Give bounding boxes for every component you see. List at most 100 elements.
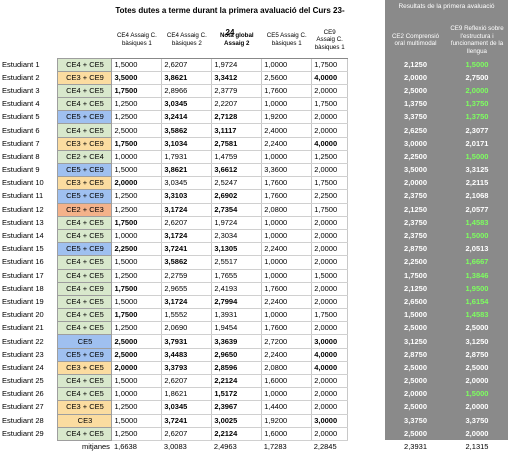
- student-name[interactable]: Estudiant 11: [2, 191, 44, 201]
- result-ce2-cell[interactable]: 1,7500: [384, 269, 447, 283]
- grade-cell[interactable]: 1,2500: [111, 203, 163, 217]
- grade-cell[interactable]: 1,0000: [261, 58, 313, 72]
- result-ce2-cell[interactable]: 2,6250: [384, 123, 447, 138]
- grade-cell[interactable]: 1,0000: [261, 269, 313, 283]
- result-ce2-cell[interactable]: 2,1250: [384, 282, 447, 296]
- group-badge[interactable]: CE5 + CE9: [57, 347, 113, 362]
- result-ce2-cell[interactable]: 2,5000: [384, 374, 447, 388]
- grade-cell[interactable]: 2,2500: [111, 242, 163, 257]
- grade-cell[interactable]: 2,2400: [261, 348, 313, 362]
- grade-cell[interactable]: 2,0000: [311, 123, 349, 138]
- result-ce2-cell[interactable]: 2,2500: [384, 255, 447, 269]
- student-name[interactable]: Estudiant 6: [2, 125, 40, 135]
- grade-cell[interactable]: 2,5247: [211, 176, 263, 191]
- grade-cell[interactable]: 1,2500: [111, 400, 163, 415]
- group-badge[interactable]: CE5 + CE9: [57, 242, 113, 257]
- grade-cell[interactable]: 2,8596: [211, 361, 263, 376]
- grade-cell[interactable]: 1,3931: [211, 308, 263, 323]
- average-cell[interactable]: 2,2845: [311, 440, 348, 454]
- grade-cell[interactable]: 2,0000: [311, 387, 349, 402]
- group-badge[interactable]: CE5 + CE9: [57, 110, 113, 125]
- student-name[interactable]: Estudiant 19: [2, 296, 44, 306]
- grade-cell[interactable]: 2,3034: [211, 229, 263, 244]
- student-name[interactable]: Estudiant 1: [2, 59, 40, 69]
- group-badge[interactable]: CE4 + CE5: [57, 228, 113, 244]
- result-ce9-cell[interactable]: 3,3125: [446, 163, 508, 177]
- result-ce9-cell[interactable]: 2,5000: [446, 361, 508, 375]
- grade-cell[interactable]: 1,2500: [111, 321, 163, 336]
- group-badge[interactable]: CE4 + CE5: [57, 97, 113, 112]
- grade-cell[interactable]: 1,7600: [261, 84, 313, 99]
- average-cell[interactable]: 1,7283: [261, 440, 312, 454]
- grade-cell[interactable]: 1,5000: [311, 269, 349, 283]
- grade-cell[interactable]: 1,0000: [261, 387, 313, 402]
- average-cell[interactable]: 1,6638: [111, 440, 162, 454]
- result-ce2-cell[interactable]: 2,5000: [384, 400, 447, 415]
- student-name[interactable]: Estudiant 3: [2, 85, 40, 95]
- grade-cell[interactable]: 2,6207: [161, 58, 213, 72]
- result-ce9-cell[interactable]: 2,2115: [446, 176, 508, 190]
- result-ce9-cell[interactable]: 1,6667: [446, 255, 508, 269]
- average-cell[interactable]: 2,4963: [211, 440, 262, 454]
- group-badge[interactable]: CE5 + CE9: [57, 162, 113, 178]
- average-r2[interactable]: 2,1315: [446, 440, 508, 454]
- grade-cell[interactable]: 2,9655: [161, 282, 213, 296]
- grade-cell[interactable]: 2,0000: [311, 216, 349, 230]
- grade-cell[interactable]: 3,3600: [261, 163, 313, 178]
- result-ce2-cell[interactable]: 2,3750: [384, 189, 447, 204]
- average-cell[interactable]: 3,0083: [161, 440, 212, 454]
- student-name[interactable]: Estudiant 5: [2, 112, 40, 122]
- grade-cell[interactable]: 1,7500: [111, 216, 163, 230]
- grade-cell[interactable]: 1,5172: [211, 387, 263, 402]
- grade-cell[interactable]: 2,5517: [211, 255, 263, 270]
- grade-cell[interactable]: 1,7600: [261, 282, 313, 296]
- grade-cell[interactable]: 1,0000: [261, 216, 313, 230]
- group-badge[interactable]: CE3 + CE5: [57, 176, 113, 191]
- grade-cell[interactable]: 2,7200: [261, 334, 313, 349]
- student-name[interactable]: Estudiant 20: [2, 310, 44, 320]
- grade-cell[interactable]: 1,2500: [111, 97, 163, 112]
- grade-cell[interactable]: 2,0000: [311, 400, 349, 415]
- grade-cell[interactable]: 3,7241: [161, 242, 213, 257]
- result-ce2-cell[interactable]: 3,1250: [384, 334, 447, 349]
- group-badge[interactable]: CE4 + CE5: [57, 123, 113, 138]
- result-ce9-cell[interactable]: 1,3750: [446, 110, 508, 124]
- grade-cell[interactable]: 2,6207: [161, 216, 213, 230]
- group-badge[interactable]: CE4 + CE5: [57, 373, 113, 389]
- result-ce2-cell[interactable]: 2,5000: [384, 84, 447, 98]
- grade-cell[interactable]: 1,7655: [211, 269, 263, 283]
- grade-cell[interactable]: 3,4483: [161, 348, 213, 362]
- result-ce9-cell[interactable]: 2,0513: [446, 242, 508, 256]
- group-badge[interactable]: CE3 + CE9: [57, 136, 113, 151]
- grade-cell[interactable]: 2,0000: [311, 427, 349, 441]
- group-badge[interactable]: CE2 + CE4: [57, 149, 113, 165]
- grade-cell[interactable]: 1,0000: [111, 229, 163, 244]
- result-ce2-cell[interactable]: 2,8750: [384, 348, 447, 362]
- group-badge[interactable]: CE5 + CE9: [57, 189, 113, 204]
- student-name[interactable]: Estudiant 9: [2, 165, 40, 175]
- grade-cell[interactable]: 3,1117: [211, 123, 263, 138]
- grade-cell[interactable]: 1,4759: [211, 150, 263, 165]
- grade-cell[interactable]: 4,0000: [311, 348, 349, 362]
- grade-cell[interactable]: 2,9650: [211, 348, 263, 362]
- grade-cell[interactable]: 2,0000: [311, 242, 349, 257]
- result-ce2-cell[interactable]: 2,0000: [384, 387, 447, 401]
- grade-cell[interactable]: 2,0800: [261, 361, 313, 376]
- result-ce2-cell[interactable]: 2,0000: [384, 71, 447, 85]
- grade-cell[interactable]: 1,5000: [111, 163, 163, 178]
- col-header-c5[interactable]: CE9 Assaig C. bàsiques 1: [311, 22, 348, 59]
- grade-cell[interactable]: 3,8621: [161, 71, 213, 85]
- grade-cell[interactable]: 2,2207: [211, 97, 263, 112]
- grade-cell[interactable]: 1,0000: [261, 308, 313, 323]
- student-name[interactable]: Estudiant 21: [2, 323, 44, 333]
- student-name[interactable]: Estudiant 29: [2, 428, 44, 438]
- grade-cell[interactable]: 3,0025: [211, 414, 263, 428]
- grade-cell[interactable]: 2,0800: [261, 203, 313, 217]
- grade-cell[interactable]: 1,7500: [311, 308, 349, 323]
- grade-cell[interactable]: 2,5600: [261, 71, 313, 85]
- grade-cell[interactable]: 1,2500: [311, 150, 349, 165]
- grade-cell[interactable]: 1,0000: [261, 97, 313, 112]
- grade-cell[interactable]: 1,0000: [261, 255, 313, 270]
- student-name[interactable]: Estudiant 10: [2, 178, 44, 188]
- grade-cell[interactable]: 2,7128: [211, 110, 263, 125]
